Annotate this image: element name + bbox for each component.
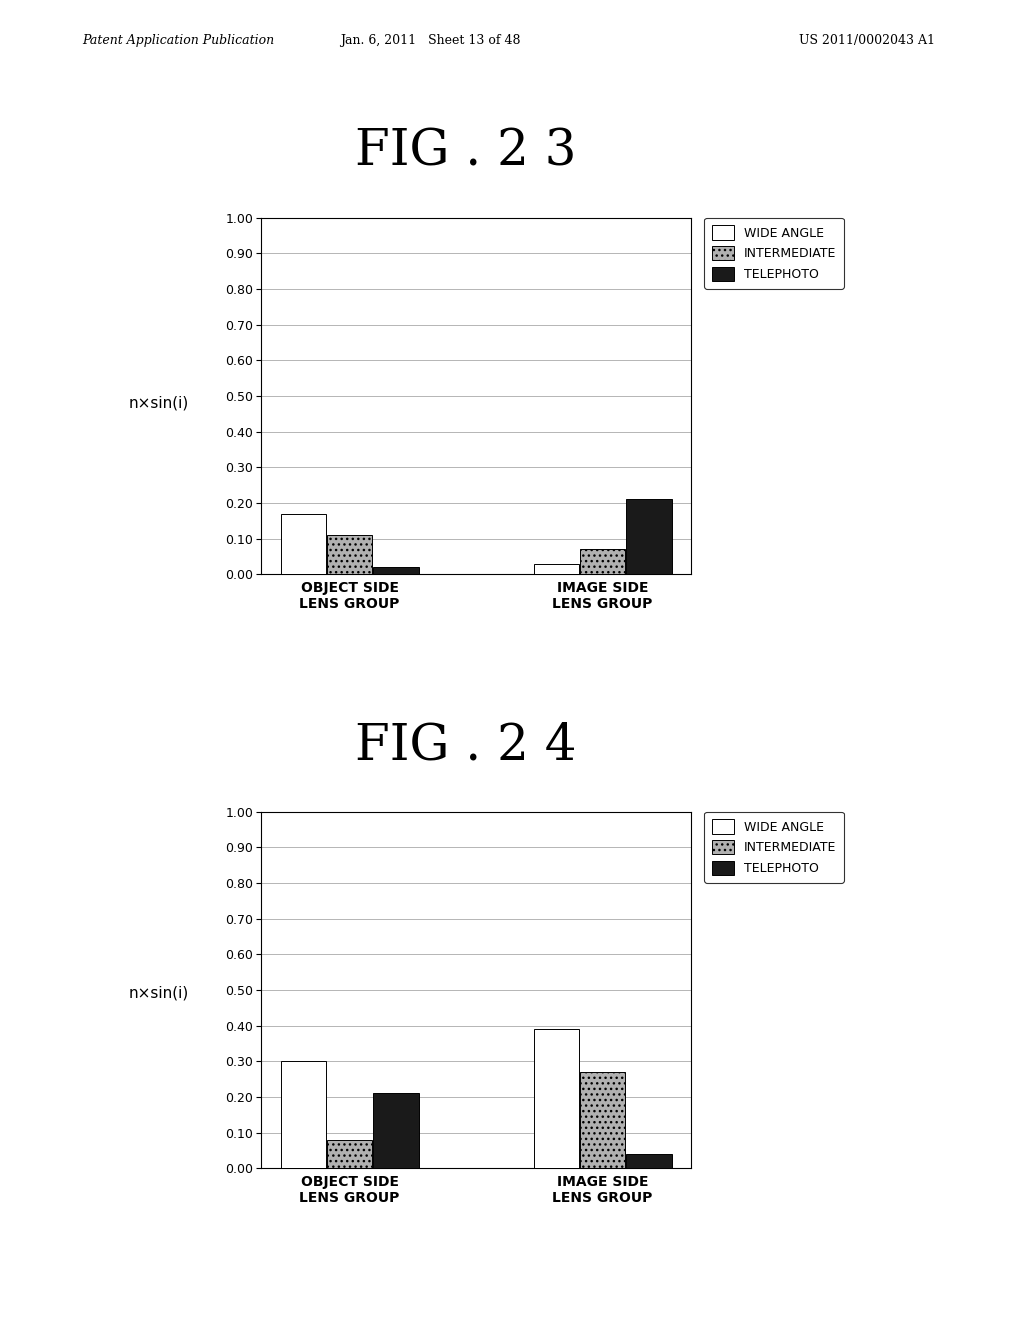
- Text: n×sin(i): n×sin(i): [129, 985, 188, 1001]
- Bar: [627, 499, 672, 574]
- Bar: [374, 1093, 419, 1168]
- Bar: [327, 1139, 373, 1168]
- Bar: [534, 1030, 579, 1168]
- Bar: [580, 1072, 626, 1168]
- Bar: [534, 564, 579, 574]
- Text: n×sin(i): n×sin(i): [129, 395, 188, 411]
- Text: Jan. 6, 2011   Sheet 13 of 48: Jan. 6, 2011 Sheet 13 of 48: [340, 34, 520, 48]
- Bar: [281, 1061, 326, 1168]
- Text: Patent Application Publication: Patent Application Publication: [82, 34, 274, 48]
- Legend: WIDE ANGLE, INTERMEDIATE, TELEPHOTO: WIDE ANGLE, INTERMEDIATE, TELEPHOTO: [705, 812, 844, 883]
- Text: FIG . 2 4: FIG . 2 4: [355, 721, 577, 771]
- Bar: [374, 568, 419, 574]
- Text: US 2011/0002043 A1: US 2011/0002043 A1: [799, 34, 935, 48]
- Legend: WIDE ANGLE, INTERMEDIATE, TELEPHOTO: WIDE ANGLE, INTERMEDIATE, TELEPHOTO: [705, 218, 844, 289]
- Bar: [627, 1154, 672, 1168]
- Bar: [580, 549, 626, 574]
- Bar: [281, 513, 326, 574]
- Text: FIG . 2 3: FIG . 2 3: [355, 127, 577, 177]
- Bar: [327, 535, 373, 574]
